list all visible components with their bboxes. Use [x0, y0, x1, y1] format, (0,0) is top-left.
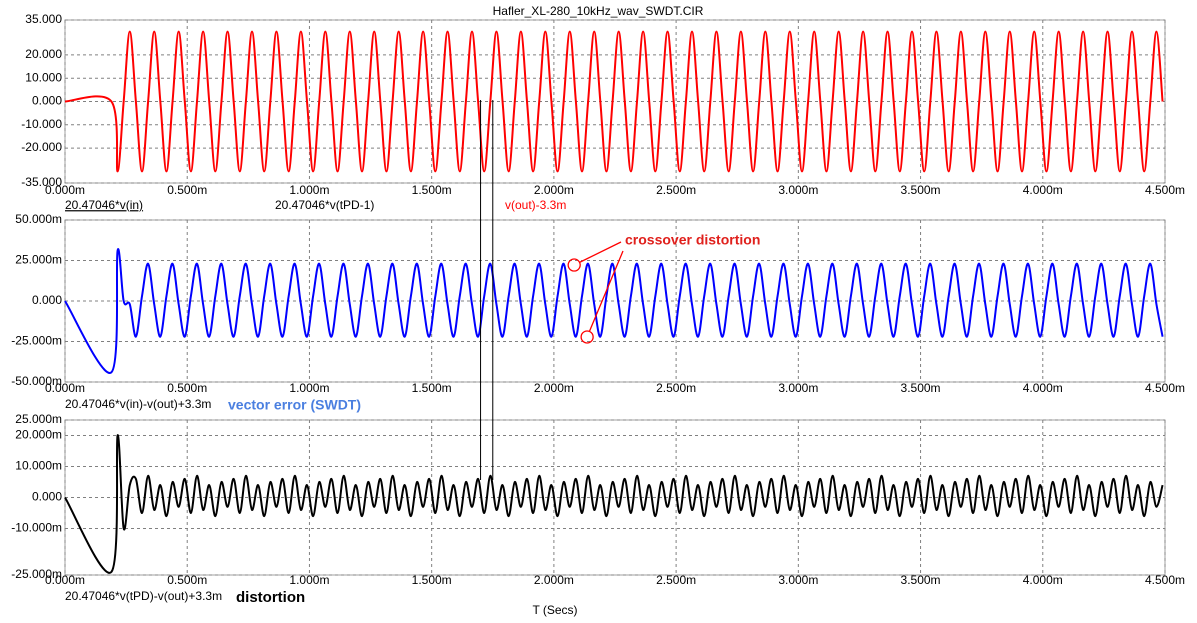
- y-tick-label: -25.000m: [11, 334, 62, 348]
- x-tick-label: 3.500m: [901, 573, 941, 587]
- x-tick-label: 3.500m: [901, 381, 941, 395]
- crossover-marker: [567, 258, 581, 272]
- x-tick-label: 1.500m: [412, 573, 452, 587]
- trace-label: 20.47046*v(tPD-1): [275, 198, 374, 212]
- annotation-arrow: [588, 250, 624, 332]
- x-tick-label: 2.000m: [534, 183, 574, 197]
- x-tick-label: 2.500m: [656, 381, 696, 395]
- y-tick-label: -35.000: [21, 175, 62, 189]
- x-tick-label: 4.500m: [1145, 381, 1185, 395]
- x-axis-label: T (Secs): [532, 603, 577, 617]
- annotation: crossover distortion: [625, 232, 760, 248]
- x-tick-label: 1.500m: [412, 381, 452, 395]
- x-tick-label: 3.500m: [901, 183, 941, 197]
- trace: [64, 30, 1164, 173]
- x-tick-label: 0.000m: [45, 381, 85, 395]
- trace-label: 20.47046*v(in): [65, 198, 143, 212]
- legend-entry: 20.47046*v(tPD)-v(out)+3.3m: [65, 589, 222, 603]
- chart-title: Hafler_XL-280_10kHz_wav_SWDT.CIR: [493, 4, 704, 18]
- y-tick-label: 50.000m: [15, 212, 62, 226]
- y-tick-label: 25.000m: [15, 253, 62, 267]
- y-tick-label: 0.000: [32, 490, 62, 504]
- y-tick-label: -50.000m: [11, 374, 62, 388]
- y-tick-label: 0.000: [32, 94, 62, 108]
- x-tick-label: 1.000m: [289, 183, 329, 197]
- x-tick-label: 0.500m: [167, 381, 207, 395]
- x-tick-label: 2.000m: [534, 381, 574, 395]
- x-tick-label: 4.000m: [1023, 573, 1063, 587]
- crossover-marker: [580, 330, 594, 344]
- annotation: distortion: [236, 589, 305, 606]
- annotation: vector error (SWDT): [228, 397, 361, 413]
- x-tick-label: 0.000m: [45, 183, 85, 197]
- legend-entry: v(out)-3.3m: [505, 198, 566, 212]
- y-tick-label: -25.000m: [11, 567, 62, 581]
- x-tick-label: 2.500m: [656, 573, 696, 587]
- y-tick-label: 0.000: [32, 293, 62, 307]
- trace: [64, 434, 1164, 574]
- y-tick-label: 25.000m: [15, 412, 62, 426]
- x-tick-label: 4.500m: [1145, 573, 1185, 587]
- x-tick-label: 4.000m: [1023, 381, 1063, 395]
- y-tick-label: -10.000: [21, 117, 62, 131]
- legend-entry: 20.47046*v(in)-v(out)+3.3m: [65, 397, 211, 411]
- x-tick-label: 0.500m: [167, 573, 207, 587]
- x-tick-label: 4.000m: [1023, 183, 1063, 197]
- y-tick-label: 10.000m: [15, 459, 62, 473]
- x-tick-label: 2.000m: [534, 573, 574, 587]
- x-tick-label: 0.000m: [45, 573, 85, 587]
- x-tick-label: 3.000m: [778, 183, 818, 197]
- x-tick-label: 2.500m: [656, 183, 696, 197]
- x-tick-label: 0.500m: [167, 183, 207, 197]
- x-tick-label: 3.000m: [778, 381, 818, 395]
- y-tick-label: -10.000m: [11, 521, 62, 535]
- y-tick-label: 20.000m: [15, 428, 62, 442]
- x-tick-label: 4.500m: [1145, 183, 1185, 197]
- y-tick-label: -20.000: [21, 140, 62, 154]
- y-tick-label: 35.000: [25, 12, 62, 26]
- y-tick-label: 10.000: [25, 70, 62, 84]
- x-tick-label: 1.000m: [289, 573, 329, 587]
- annotation-arrow: [579, 241, 622, 263]
- y-tick-label: 20.000: [25, 47, 62, 61]
- trace: [64, 248, 1164, 374]
- x-tick-label: 1.500m: [412, 183, 452, 197]
- x-tick-label: 3.000m: [778, 573, 818, 587]
- x-tick-label: 1.000m: [289, 381, 329, 395]
